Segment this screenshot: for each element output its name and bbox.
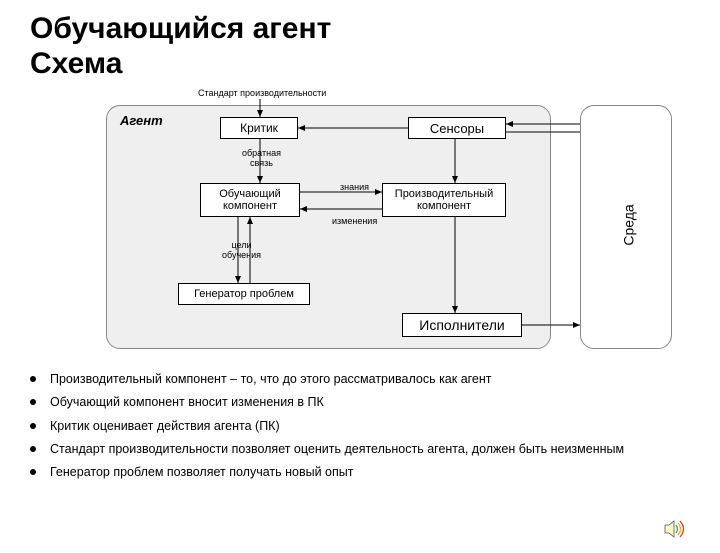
bullet-dot-icon — [30, 376, 36, 382]
bullet-text: Генератор проблем позволяет получать нов… — [50, 464, 353, 480]
agent-label: Агент — [120, 113, 163, 128]
bullet-text: Критик оценивает действия агента (ПК) — [50, 418, 280, 434]
bullet-item: Обучающий компонент вносит изменения в П… — [30, 394, 690, 410]
node-learning-component: Обучающий компонент — [200, 183, 300, 217]
label-changes: изменения — [332, 217, 377, 227]
title-line-2: Схема — [30, 47, 122, 80]
standard-label: Стандарт производительности — [198, 89, 326, 99]
node-sensors: Сенсоры — [408, 117, 506, 139]
node-problem-generator: Генератор проблем — [178, 283, 310, 305]
agent-diagram: Стандарт производительности Агент Среда … — [50, 87, 690, 357]
node-critic: Критик — [220, 117, 298, 139]
audio-icon[interactable] — [664, 519, 686, 539]
bullet-dot-icon — [30, 469, 36, 475]
bullet-text: Обучающий компонент вносит изменения в П… — [50, 394, 324, 410]
bullet-item: Производительный компонент – то, что до … — [30, 371, 690, 387]
bullet-text: Производительный компонент – то, что до … — [50, 371, 492, 387]
bullet-text: Стандарт производительности позволяет оц… — [50, 441, 624, 457]
bullet-item: Генератор проблем позволяет получать нов… — [30, 464, 690, 480]
label-goals: цели обучения — [222, 241, 261, 261]
bullet-list: Производительный компонент – то, что до … — [30, 371, 690, 480]
bullet-item: Критик оценивает действия агента (ПК) — [30, 418, 690, 434]
environment-label: Среда — [621, 204, 637, 245]
node-performance-component: Производительный компонент — [382, 183, 506, 217]
bullet-dot-icon — [30, 446, 36, 452]
label-knowledge: знания — [340, 183, 369, 193]
title-line-1: Обучающийся агент — [30, 12, 331, 45]
bullet-dot-icon — [30, 399, 36, 405]
node-executors: Исполнители — [402, 313, 522, 337]
bullet-item: Стандарт производительности позволяет оц… — [30, 441, 690, 457]
label-feedback: обратная связь — [242, 149, 281, 169]
slide-title: Обучающийся агент Схема — [30, 12, 690, 81]
bullet-dot-icon — [30, 423, 36, 429]
